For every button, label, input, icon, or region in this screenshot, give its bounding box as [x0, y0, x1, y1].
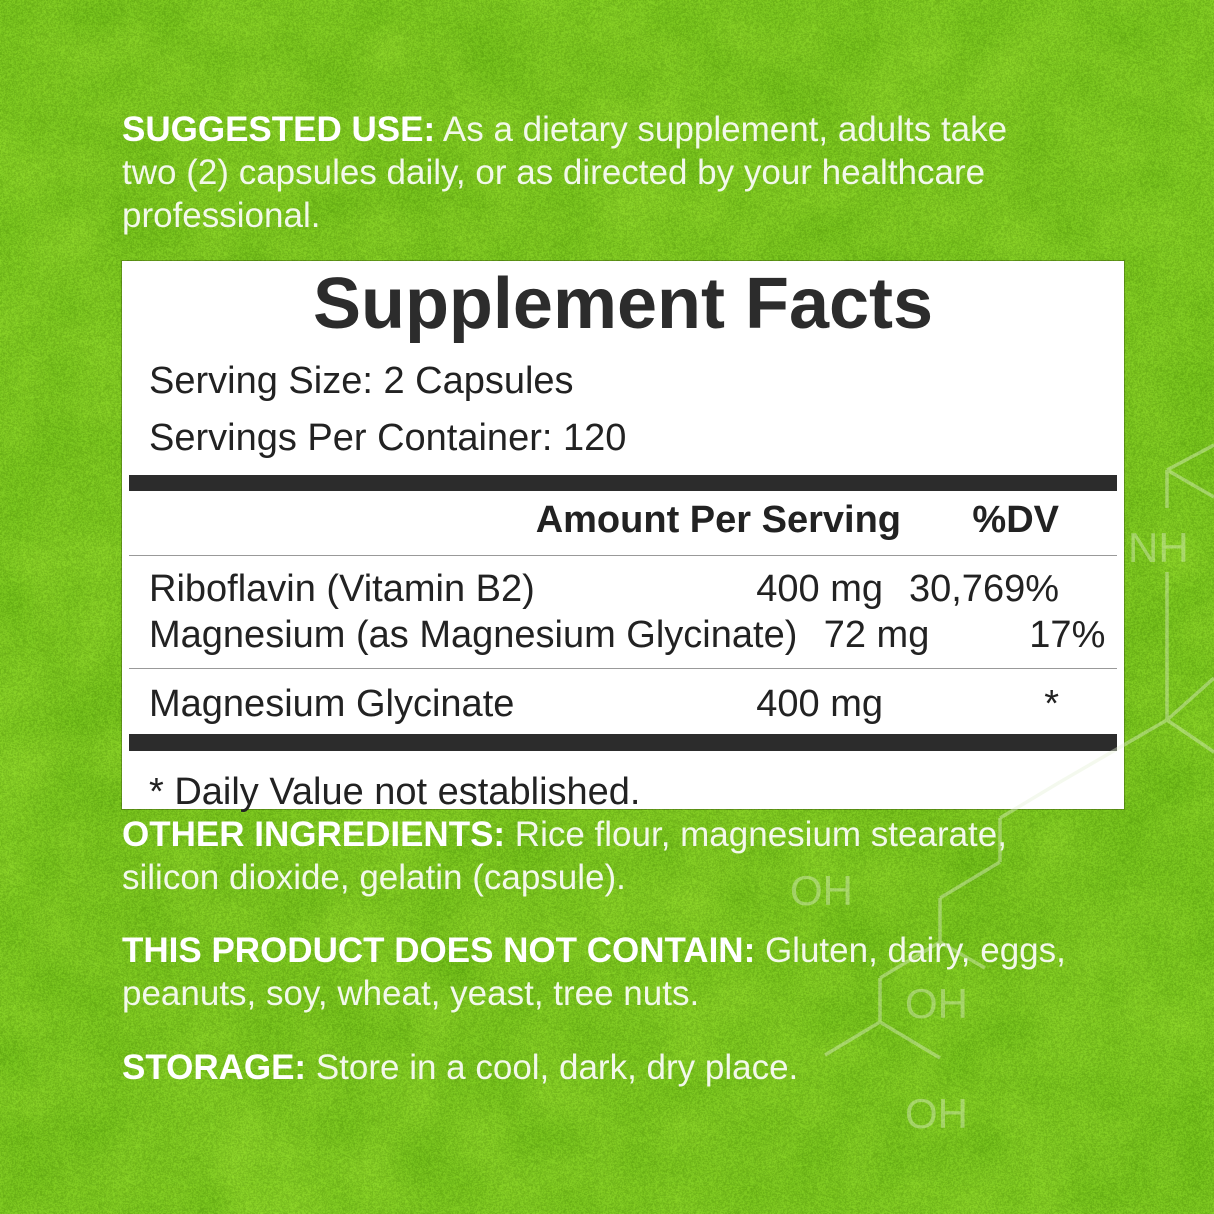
svg-text:OH: OH: [905, 1090, 968, 1137]
svg-text:NH: NH: [1128, 524, 1189, 571]
